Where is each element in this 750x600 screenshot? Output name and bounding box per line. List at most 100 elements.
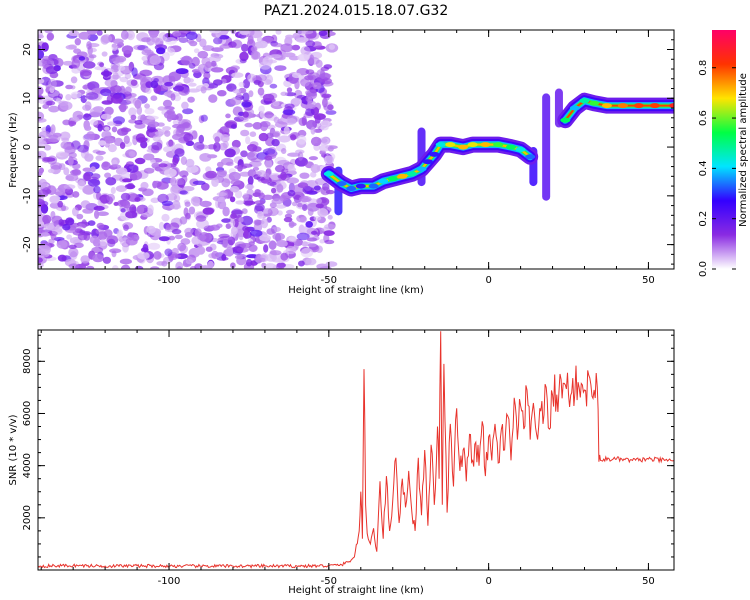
heatmap-noise-cell: [62, 223, 71, 231]
heatmap-noise-cell: [72, 168, 81, 176]
heatmap-noise-cell: [235, 200, 245, 205]
heatmap-ridge-peak: [506, 144, 516, 150]
heatmap-noise-cell: [158, 221, 165, 231]
heatmap-noise-cell: [327, 214, 333, 220]
heatmap-noise-cell: [82, 84, 89, 90]
heatmap-noise-cell: [103, 229, 113, 238]
heatmap-noise-cell: [136, 205, 145, 215]
heatmap-noise-cell: [265, 159, 273, 170]
heatmap-noise-cell: [287, 163, 296, 171]
heatmap-noise-cell: [96, 222, 105, 229]
heatmap-noise-cell: [306, 100, 317, 110]
heatmap-noise-cell: [103, 69, 110, 78]
heatmap-noise-cell: [59, 152, 70, 157]
heatmap-ridge-peak: [336, 181, 347, 187]
heatmap-noise-cell: [311, 230, 318, 235]
heatmap-noise-cell: [242, 92, 250, 102]
heatmap-noise-cell: [152, 135, 161, 142]
heatmap-noise-cell: [38, 198, 45, 208]
colorbar: 0.0 0.2 0.4 0.6 0.8 Normalized spectral ampl…: [698, 30, 749, 277]
heatmap-noise-cell: [305, 69, 315, 75]
heatmap-noise-cell: [207, 260, 214, 269]
spectrogram-y-tick-label: 0: [22, 144, 33, 150]
heatmap-noise-cell: [188, 206, 196, 215]
heatmap-noise-cell: [158, 163, 168, 168]
heatmap-noise-cell: [200, 86, 207, 94]
heatmap-noise-cell: [107, 144, 117, 153]
heatmap-noise-cell: [65, 44, 77, 50]
heatmap-noise-cell: [191, 69, 200, 74]
heatmap-noise-cell: [283, 126, 290, 135]
heatmap-ridge-peak: [435, 142, 446, 148]
heatmap-noise-cell: [239, 58, 247, 64]
heatmap-noise-cell: [82, 61, 96, 69]
heatmap-noise-cell: [216, 192, 227, 197]
heatmap-noise-cell: [59, 131, 71, 141]
heatmap-ridge-peak: [589, 100, 600, 106]
snr-y-tick-label: 2000: [22, 505, 33, 530]
heatmap-noise-cell: [323, 64, 333, 69]
heatmap-noise-cell: [218, 233, 230, 239]
heatmap-noise-cell: [225, 113, 231, 119]
heatmap-noise-cell: [68, 152, 77, 159]
heatmap-noise-cell: [125, 237, 138, 246]
heatmap-noise-cell: [264, 155, 273, 161]
heatmap-noise-cell: [46, 33, 54, 41]
heatmap-noise-cell: [244, 184, 255, 190]
heatmap-ridge-peak: [429, 151, 440, 157]
heatmap-noise-cell: [165, 223, 172, 231]
heatmap-noise-cell: [42, 104, 50, 109]
heatmap-noise-cell: [196, 246, 206, 255]
heatmap-noise-cell: [61, 137, 70, 142]
heatmap-noise-cell: [134, 197, 141, 203]
heatmap-noise-cell: [307, 57, 320, 65]
heatmap-noise-cell: [240, 215, 253, 226]
heatmap-noise-cell: [38, 262, 44, 269]
heatmap-noise-cell: [306, 119, 317, 130]
heatmap-noise-cell: [242, 111, 249, 118]
heatmap-noise-cell: [250, 229, 263, 237]
heatmap-noise-cell: [38, 139, 47, 148]
heatmap-noise-cell: [198, 134, 204, 144]
heatmap-noise-cell: [101, 161, 111, 171]
heatmap-noise-cell: [319, 144, 331, 152]
heatmap-noise-cell: [100, 88, 112, 97]
heatmap-noise-cell: [101, 34, 113, 44]
heatmap-noise-cell: [175, 68, 189, 75]
heatmap-noise-cell: [207, 83, 219, 89]
heatmap-ridge-peak: [406, 171, 417, 177]
heatmap-noise-cell: [310, 136, 322, 147]
heatmap-noise-cell: [146, 225, 156, 234]
heatmap-noise-cell: [128, 151, 136, 157]
heatmap-noise-cell: [280, 43, 294, 53]
heatmap-ridge-peak: [422, 159, 433, 165]
heatmap-noise-cell: [190, 196, 201, 206]
heatmap-noise-cell: [228, 171, 241, 181]
heatmap-noise-cell: [170, 93, 176, 101]
spectrogram-heatmap: [38, 30, 674, 269]
heatmap-noise-cell: [116, 230, 122, 240]
heatmap-noise-cell: [268, 240, 277, 250]
heatmap-noise-cell: [269, 83, 278, 89]
heatmap-noise-cell: [205, 246, 213, 252]
heatmap-noise-cell: [112, 265, 119, 269]
heatmap-noise-cell: [205, 170, 218, 179]
heatmap-noise-cell: [119, 103, 127, 113]
heatmap-noise-cell: [109, 164, 122, 169]
spectrogram-y-tick-label: -20: [22, 236, 33, 252]
heatmap-noise-cell: [142, 243, 149, 253]
heatmap-noise-cell: [275, 204, 287, 209]
heatmap-noise-cell: [88, 54, 97, 59]
heatmap-noise-cell: [110, 85, 122, 93]
heatmap-noise-cell: [173, 85, 184, 92]
heatmap-noise-cell: [68, 247, 79, 258]
heatmap-noise-cell: [131, 67, 138, 77]
heatmap-noise-cell: [217, 90, 227, 97]
heatmap-noise-cell: [158, 236, 170, 242]
heatmap-noise-cell: [288, 220, 295, 228]
heatmap-noise-cell: [54, 187, 64, 197]
heatmap-noise-cell: [164, 81, 174, 87]
heatmap-noise-cell: [300, 247, 314, 258]
heatmap-noise-cell: [87, 178, 101, 187]
heatmap-noise-cell: [245, 258, 253, 267]
